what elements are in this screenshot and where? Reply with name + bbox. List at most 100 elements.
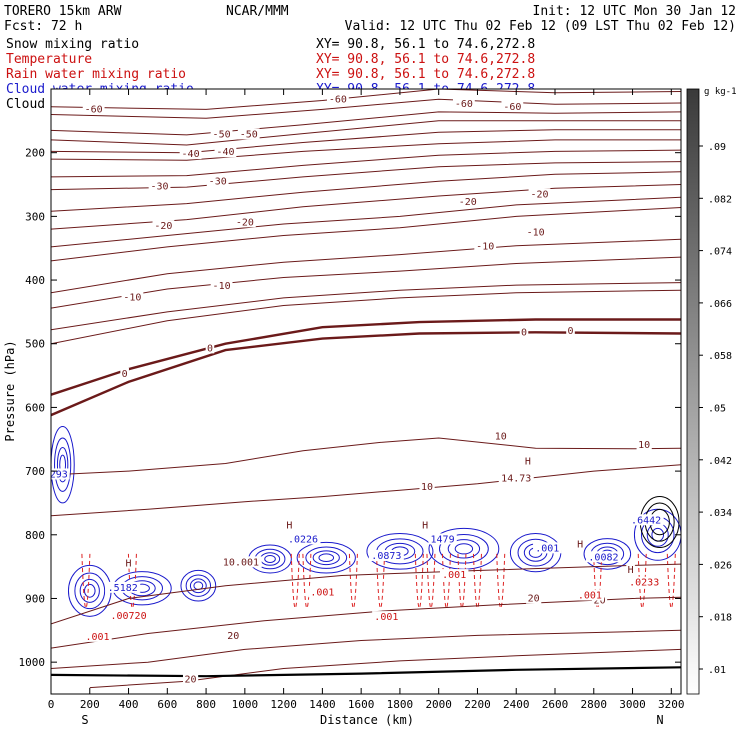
contour-label-bg [124,557,133,569]
colorbar-tick-label: .034 [708,508,732,519]
temperature-contour [89,648,681,689]
contour-label-bg [420,519,430,531]
rain-water-contour [302,553,312,609]
contour-label-bg [368,549,404,561]
contour-label: .001 [442,570,466,581]
contour-label: -10 [213,281,231,292]
temperature-contour [51,207,681,262]
rain-water-contour [496,553,506,609]
contour-label: -40 [216,147,234,158]
rain-water-contour [593,553,603,609]
cloud-water-contour [189,578,207,594]
x-tick-label: 3200 [658,698,685,711]
contour-label: .001 [85,632,109,643]
valid-time: Valid: 12 UTC Thu 02 Feb 12 (09 LST Thu … [345,19,736,34]
cloud-water-contour [318,553,335,563]
contour-label-bg [237,128,260,140]
contour-label: -60 [329,94,347,105]
contour-label: .5182 [108,583,138,594]
temperature-contour [51,149,681,178]
center-title: NCAR/MMM [226,4,289,19]
contour-label: 10 [495,431,507,442]
plot-area [51,89,681,694]
colorbar-tick-label: .01 [708,665,726,676]
x-tick-label: 3000 [619,698,646,711]
y-tick-label: 400 [25,274,45,287]
colorbar-tick-label: .042 [708,456,732,467]
contour-label-bg [83,630,112,642]
contour-label: .6442 [631,515,661,526]
contour-label-bg [575,589,605,601]
contour-label-bg [210,128,233,140]
contour-label: 10 [638,440,650,451]
contour-label: -60 [85,105,103,116]
contour-label-bg [105,581,141,593]
contour-label-bg [214,146,237,158]
y-tick-label: 700 [25,465,45,478]
colorbar-tick-label: .074 [708,247,732,258]
contour-label: 0 [207,343,213,354]
contour-label: -10 [123,292,141,303]
temperature-contour [51,256,681,309]
contour-label: 20 [227,631,239,642]
temperature-contour [51,437,681,476]
contour-label: -60 [503,102,521,113]
colorbar-tick-label: .082 [708,194,732,205]
cloud-water-contour [305,546,348,569]
contour-label: 10 [421,482,433,493]
contour-label-bg [636,439,652,451]
contour-label: 0 [567,326,573,337]
contour-label: .0082 [588,552,618,563]
contour-label-bg [501,101,524,113]
y-tick-label: 900 [25,592,45,605]
contour-label: 1479 [431,534,455,545]
x-tick-label: 2600 [542,698,569,711]
field-xy-range: XY= 90.8, 56.1 to 74.6,272.8 [316,37,535,52]
rain-water-contour [426,553,436,609]
y-tick-label: 500 [25,338,45,351]
contour-label-bg [148,180,171,192]
contour-label: 20 [185,675,197,686]
contour-label-bg [585,551,621,563]
contour-label-bg [628,514,664,526]
contour-label-bg [233,216,256,228]
contour-label-bg [498,472,534,484]
contour-label-bg [120,367,129,379]
contour-label-bg [626,576,662,588]
contour-label: -30 [151,182,169,193]
cloud-water-contour [366,533,434,570]
y-axis-label: Pressure (hPa) [3,340,17,441]
field-label: Snow mixing ratio [6,37,139,52]
colorbar-ramp [686,88,700,695]
contour-label: -20 [154,221,172,232]
cloud-water-contour [312,550,340,566]
temperature-contour [51,120,681,146]
x-tick-label: 1400 [309,698,336,711]
contour-label: -50 [240,129,258,140]
x-tick-label: 800 [196,698,216,711]
plot-frame [50,88,682,695]
cloud-water-contour [296,541,356,574]
contour-label: 14.73 [501,473,531,484]
field-xy-range: XY= 90.8, 56.1 to 74.6,272.8 [316,52,535,67]
x-tick-label: 2000 [425,698,452,711]
temperature-contour [51,289,681,345]
temperature-contour [51,331,681,417]
contour-label-bg [526,592,542,604]
ground-surface-line [51,666,681,678]
rain-water-contour [637,553,647,609]
contour-label: H [577,540,583,551]
contour-label-bg [121,291,144,303]
y-tick-label: 200 [25,147,45,160]
temperature-contour [51,98,681,119]
contour-label-bg [326,93,349,105]
y-tick-label: 300 [25,210,45,223]
contour-label: -60 [455,99,473,110]
colorbar-tick-label: .058 [708,351,732,362]
init-time: Init: 12 UTC Mon 30 Jan 12 [533,4,737,19]
contour-label: 0 [521,327,527,338]
model-title: TORERO 15km ARW [4,4,122,19]
contour-label: 20 [528,594,540,605]
x-tick-label: 1800 [387,698,414,711]
